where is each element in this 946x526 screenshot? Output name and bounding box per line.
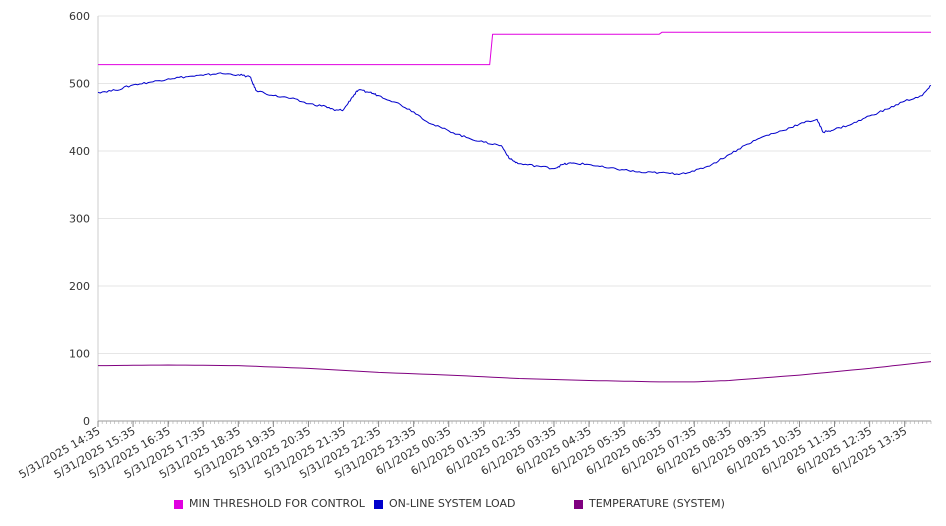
legend-swatch-system-load — [374, 499, 383, 509]
legend-label-min-threshold: MIN THRESHOLD FOR CONTROL — [189, 497, 365, 510]
legend-label-system-load: ON-LINE SYSTEM LOAD — [389, 497, 516, 510]
y-tick-label: 500 — [69, 78, 90, 91]
y-tick-label: 100 — [69, 348, 90, 361]
x-tick-labels: 5/31/2025 14:355/31/2025 15:355/31/2025 … — [17, 424, 910, 481]
series-line-0 — [98, 31, 931, 66]
y-tick-label: 300 — [69, 213, 90, 226]
series-line-2 — [98, 361, 932, 383]
legend-label-temperature: TEMPERATURE (SYSTEM) — [589, 497, 725, 510]
gridlines — [98, 15, 931, 354]
legend-item-min-threshold[interactable]: MIN THRESHOLD FOR CONTROL — [174, 497, 365, 511]
y-tick-label: 400 — [69, 145, 90, 158]
legend-item-temperature[interactable]: TEMPERATURE (SYSTEM) — [574, 497, 725, 511]
series-line-1 — [97, 72, 932, 175]
legend-swatch-temperature — [574, 499, 583, 509]
y-tick-labels: 0 100 200 300 400 500 600 — [69, 10, 90, 428]
y-tick-label: 600 — [69, 10, 90, 23]
axes — [97, 16, 932, 427]
series-lines — [97, 31, 932, 383]
y-tick-label: 200 — [69, 280, 90, 293]
y-tick-label: 0 — [83, 415, 90, 428]
legend-item-system-load[interactable]: ON-LINE SYSTEM LOAD — [374, 497, 515, 511]
legend-swatch-min-threshold — [174, 499, 183, 509]
legend: MIN THRESHOLD FOR CONTROL ON-LINE SYSTEM… — [0, 497, 946, 513]
